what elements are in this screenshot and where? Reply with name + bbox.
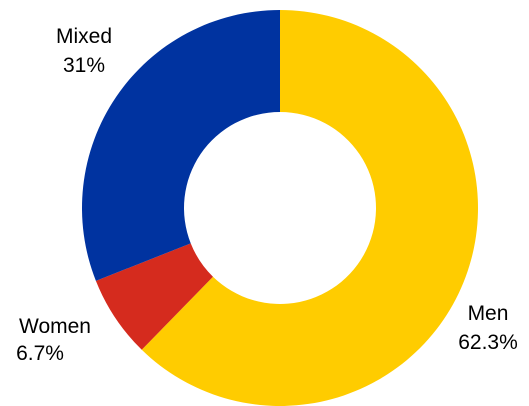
slice-label-mixed-name: Mixed bbox=[56, 25, 112, 48]
slice-label-men-name: Men bbox=[468, 302, 509, 325]
slice-label-women-name: Women bbox=[19, 315, 91, 338]
slice-label-women-value: 6.7% bbox=[16, 342, 64, 365]
slice-mixed bbox=[82, 10, 280, 281]
slice-label-men-value: 62.3% bbox=[458, 331, 518, 354]
slice-men bbox=[141, 10, 478, 406]
slices-group bbox=[82, 10, 478, 406]
slice-women bbox=[95, 243, 213, 350]
slice-label-mixed-value: 31% bbox=[63, 54, 105, 77]
